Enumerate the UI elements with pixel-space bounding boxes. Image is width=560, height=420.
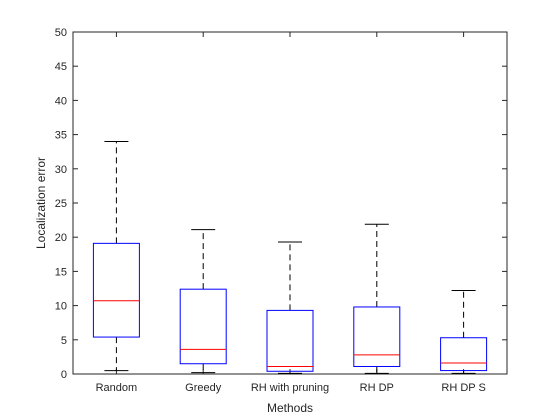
y-axis-title: Localization error (34, 157, 48, 249)
y-tick-label: 0 (61, 369, 67, 381)
x-tick-label: RH DP (360, 382, 394, 394)
x-axis-title: Methods (267, 401, 313, 415)
y-tick-label: 20 (55, 232, 67, 244)
box (353, 306, 401, 367)
plot-frame (72, 31, 508, 375)
y-tick-label: 35 (55, 130, 67, 142)
y-tick-label: 40 (55, 95, 67, 107)
box (92, 242, 140, 338)
y-tick-label: 25 (55, 198, 67, 210)
box (179, 288, 227, 365)
x-tick-label: Greedy (185, 382, 222, 394)
y-tick-label: 15 (55, 266, 67, 278)
y-tick-label: 10 (55, 301, 67, 313)
y-tick-label: 45 (55, 61, 67, 73)
x-tick-label: RH DP S (441, 382, 485, 394)
x-tick-label: RH with pruning (251, 382, 329, 394)
box (440, 337, 488, 372)
y-tick-label: 30 (55, 164, 67, 176)
box (266, 309, 314, 372)
y-tick-label: 50 (55, 27, 67, 39)
y-tick-label: 5 (61, 335, 67, 347)
x-tick-label: Random (96, 382, 138, 394)
plot-area: 0 5 10 15 20 25 30 35 40 45 50 Random Greedy RH with … (55, 27, 508, 394)
